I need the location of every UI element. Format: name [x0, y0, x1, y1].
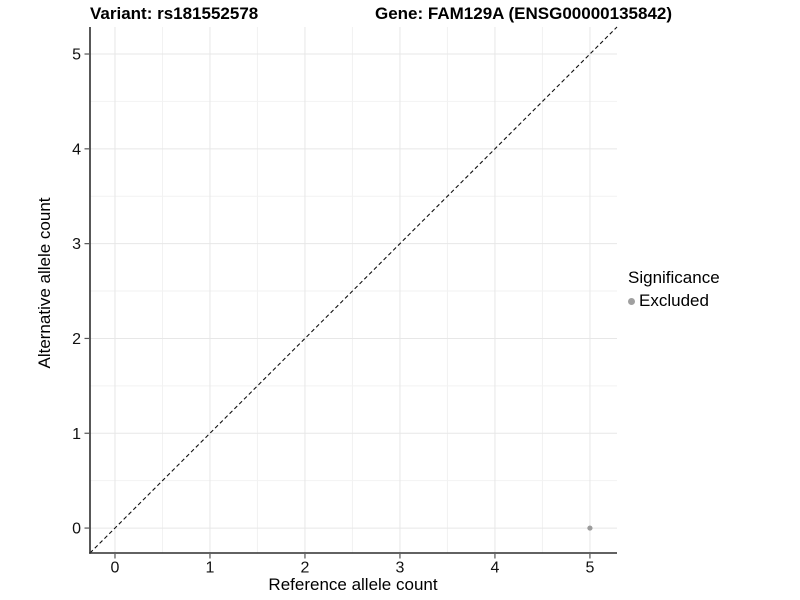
- x-tick-label: 1: [206, 560, 215, 577]
- y-tick-label: 5: [72, 47, 81, 64]
- legend: Significance Excluded: [628, 268, 788, 311]
- identity-line: [89, 26, 618, 554]
- x-tick-label: 5: [585, 560, 594, 577]
- x-tick-label: 2: [301, 560, 310, 577]
- x-tick-label: 0: [111, 560, 120, 577]
- data-point: [587, 525, 593, 531]
- y-tick-label: 2: [72, 331, 81, 348]
- x-tick-label: 4: [490, 560, 499, 577]
- y-tick-label: 0: [72, 521, 81, 538]
- x-axis-title: Reference allele count: [268, 575, 438, 594]
- plot-title-variant: Variant: rs181552578: [90, 4, 259, 23]
- y-tick-label: 4: [72, 141, 81, 158]
- legend-item-excluded: Excluded: [628, 291, 788, 311]
- legend-title: Significance: [628, 268, 720, 287]
- y-tick-label: 1: [72, 426, 81, 443]
- legend-point-icon: [628, 297, 635, 305]
- y-tick-label: 3: [72, 236, 81, 253]
- plot-title-gene: Gene: FAM129A (ENSG00000135842): [375, 4, 673, 23]
- x-tick-label: 3: [395, 560, 404, 577]
- legend-item-label: Excluded: [639, 291, 709, 310]
